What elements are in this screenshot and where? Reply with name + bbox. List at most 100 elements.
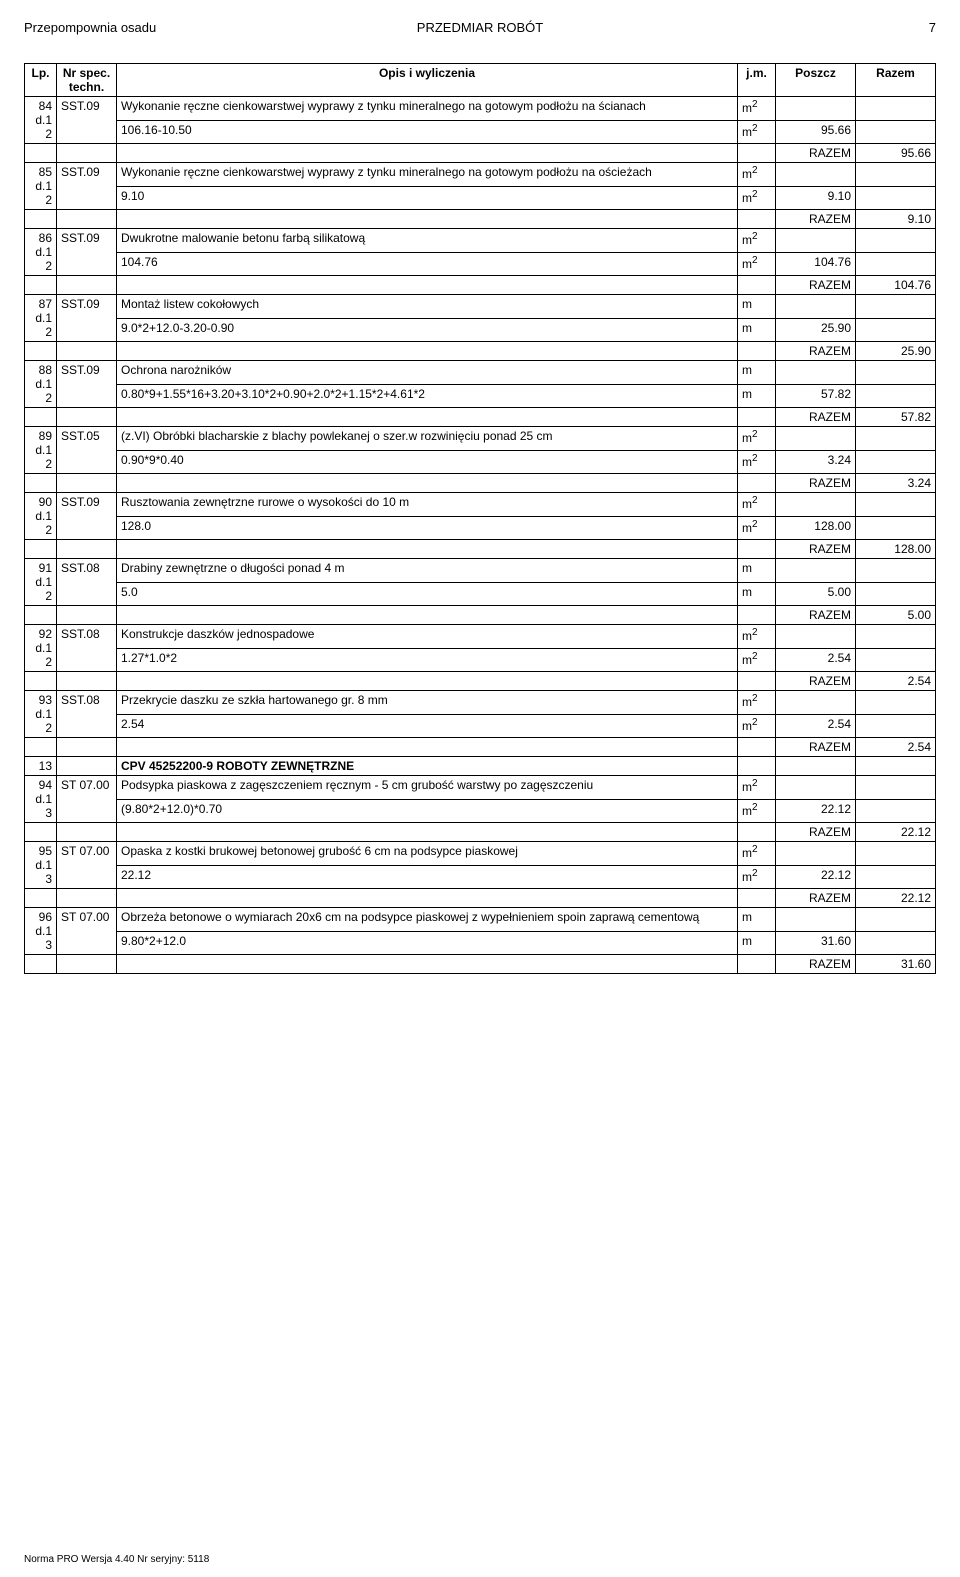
desc-cell <box>117 210 738 229</box>
jm-cell <box>738 955 776 974</box>
nr-cell: SST.09 <box>57 361 117 408</box>
poszcz-cell <box>776 625 856 649</box>
jm-cell: m2 <box>738 776 776 800</box>
razem-cell <box>856 450 936 474</box>
nr-cell <box>57 889 117 908</box>
nr-cell: SST.09 <box>57 229 117 276</box>
razem-cell <box>856 229 936 253</box>
poszcz-cell <box>776 559 856 583</box>
col-jm: j.m. <box>738 64 776 97</box>
table-row: 9.80*2+12.0m31.60 <box>25 931 936 955</box>
poszcz-cell: 22.12 <box>776 799 856 823</box>
nr-cell: SST.05 <box>57 427 117 474</box>
poszcz-cell <box>776 427 856 451</box>
poszcz-cell <box>776 295 856 319</box>
calc-cell: 104.76 <box>117 252 738 276</box>
nr-cell: SST.09 <box>57 295 117 342</box>
jm-cell: m <box>738 931 776 955</box>
lp-cell: 90d.12 <box>25 493 57 540</box>
razem-cell: 5.00 <box>856 606 936 625</box>
table-row: 0.90*9*0.40m23.24 <box>25 450 936 474</box>
col-nr: Nr spec. techn. <box>57 64 117 97</box>
lp-cell: 95d.13 <box>25 842 57 889</box>
lp-cell <box>25 540 57 559</box>
lp-cell: 93d.12 <box>25 691 57 738</box>
table-row: 87d.12SST.09Montaż listew cokołowychm <box>25 295 936 319</box>
table-row: 93d.12SST.08Przekrycie daszku ze szkła h… <box>25 691 936 715</box>
lp-cell: 92d.12 <box>25 625 57 672</box>
nr-cell: SST.08 <box>57 691 117 738</box>
jm-cell: m2 <box>738 865 776 889</box>
razem-cell <box>856 776 936 800</box>
calc-cell: 128.0 <box>117 516 738 540</box>
nr-cell <box>57 276 117 295</box>
table-row: RAZEM25.90 <box>25 342 936 361</box>
lp-cell <box>25 823 57 842</box>
table-row: 95d.13ST 07.00Opaska z kostki brukowej b… <box>25 842 936 866</box>
calc-cell: 0.80*9+1.55*16+3.20+3.10*2+0.90+2.0*2+1.… <box>117 384 738 408</box>
jm-cell: m2 <box>738 714 776 738</box>
table-row: RAZEM104.76 <box>25 276 936 295</box>
lp-cell: 91d.12 <box>25 559 57 606</box>
table-row: 9.0*2+12.0-3.20-0.90m25.90 <box>25 318 936 342</box>
nr-cell: SST.08 <box>57 559 117 606</box>
razem-cell <box>856 582 936 606</box>
poszcz-cell <box>776 757 856 776</box>
jm-cell <box>738 474 776 493</box>
razem-cell <box>856 931 936 955</box>
razem-label: RAZEM <box>776 474 856 493</box>
razem-cell <box>856 865 936 889</box>
jm-cell: m <box>738 908 776 932</box>
poszcz-cell <box>776 691 856 715</box>
desc-cell: Rusztowania zewnętrzne rurowe o wysokośc… <box>117 493 738 517</box>
jm-cell: m2 <box>738 691 776 715</box>
razem-cell <box>856 648 936 672</box>
table-body: 84d.12SST.09Wykonanie ręczne cienkowarst… <box>25 97 936 974</box>
jm-cell: m2 <box>738 120 776 144</box>
desc-cell: Przekrycie daszku ze szkła hartowanego g… <box>117 691 738 715</box>
jm-cell <box>738 540 776 559</box>
jm-cell <box>738 738 776 757</box>
calc-cell: 9.10 <box>117 186 738 210</box>
razem-cell: 3.24 <box>856 474 936 493</box>
poszcz-cell: 57.82 <box>776 384 856 408</box>
poszcz-cell <box>776 493 856 517</box>
jm-cell <box>738 276 776 295</box>
nr-cell <box>57 408 117 427</box>
nr-cell <box>57 757 117 776</box>
razem-label: RAZEM <box>776 408 856 427</box>
jm-cell: m <box>738 582 776 606</box>
section-row: 13CPV 45252200-9 ROBOTY ZEWNĘTRZNE <box>25 757 936 776</box>
desc-cell <box>117 672 738 691</box>
jm-cell: m <box>738 295 776 319</box>
razem-cell <box>856 908 936 932</box>
lp-cell <box>25 889 57 908</box>
poszcz-cell: 128.00 <box>776 516 856 540</box>
header-center: PRZEDMIAR ROBÓT <box>417 20 543 35</box>
jm-cell <box>738 889 776 908</box>
razem-cell <box>856 120 936 144</box>
col-poszcz: Poszcz <box>776 64 856 97</box>
jm-cell <box>738 144 776 163</box>
razem-cell <box>856 186 936 210</box>
table-row: (9.80*2+12.0)*0.70m222.12 <box>25 799 936 823</box>
jm-cell: m2 <box>738 625 776 649</box>
table-row: RAZEM3.24 <box>25 474 936 493</box>
calc-cell: 5.0 <box>117 582 738 606</box>
nr-cell <box>57 738 117 757</box>
lp-cell <box>25 276 57 295</box>
razem-cell <box>856 97 936 121</box>
lp-cell: 94d.13 <box>25 776 57 823</box>
desc-cell: Wykonanie ręczne cienkowarstwej wyprawy … <box>117 163 738 187</box>
desc-cell: Wykonanie ręczne cienkowarstwej wyprawy … <box>117 97 738 121</box>
poszcz-cell: 95.66 <box>776 120 856 144</box>
section-title: CPV 45252200-9 ROBOTY ZEWNĘTRZNE <box>117 757 738 776</box>
razem-cell: 2.54 <box>856 738 936 757</box>
desc-cell: Ochrona narożników <box>117 361 738 385</box>
lp-cell: 89d.12 <box>25 427 57 474</box>
razem-cell <box>856 625 936 649</box>
desc-cell <box>117 606 738 625</box>
jm-cell <box>738 210 776 229</box>
razem-cell <box>856 799 936 823</box>
desc-cell <box>117 889 738 908</box>
